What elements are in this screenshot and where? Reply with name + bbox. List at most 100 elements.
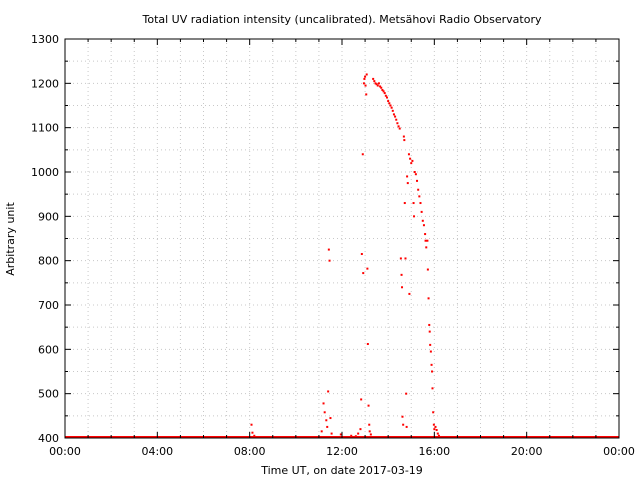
data-point	[402, 135, 405, 138]
data-point	[434, 425, 437, 428]
y-tick-label: 1300	[31, 33, 59, 46]
y-tick-label: 400	[38, 432, 59, 445]
data-point	[377, 82, 380, 85]
data-point	[436, 432, 439, 435]
data-point	[416, 179, 419, 182]
data-point	[365, 93, 368, 96]
y-tick-label: 1000	[31, 166, 59, 179]
data-point	[395, 118, 398, 121]
data-point	[323, 411, 326, 414]
data-point	[375, 83, 378, 86]
data-point	[401, 286, 404, 289]
data-point	[422, 224, 425, 227]
data-point	[372, 77, 375, 80]
data-point	[325, 419, 328, 422]
data-point	[424, 239, 427, 242]
data-point	[429, 343, 432, 346]
data-point	[418, 195, 421, 198]
data-point	[421, 219, 424, 222]
data-point	[391, 109, 394, 112]
data-point	[406, 182, 409, 185]
data-point	[406, 175, 409, 178]
data-point	[425, 246, 428, 249]
data-point	[414, 173, 417, 176]
x-tick-label: 00:00	[603, 445, 635, 458]
data-point	[412, 202, 415, 205]
data-point	[408, 292, 411, 295]
data-point	[403, 202, 406, 205]
axis-ticks	[64, 38, 620, 439]
y-tick-label: 700	[38, 299, 59, 312]
data-point	[407, 153, 410, 156]
y-axis-label: Arbitrary unit	[4, 202, 17, 276]
data-point	[350, 434, 353, 437]
data-point	[402, 423, 405, 426]
grid	[65, 39, 619, 438]
data-point	[379, 85, 382, 88]
data-point	[362, 82, 365, 85]
data-point	[322, 402, 325, 405]
data-point	[431, 387, 434, 390]
data-point	[360, 398, 363, 401]
data-point	[366, 267, 369, 270]
x-tick-label: 12:00	[326, 445, 358, 458]
data-point	[424, 233, 427, 236]
data-point	[374, 82, 377, 85]
data-point	[413, 171, 416, 173]
y-tick-labels: 400 500 600 700 800 900 1000 1100 1200 1300	[31, 33, 59, 445]
data-point	[367, 404, 370, 407]
data-point	[429, 350, 432, 353]
data-point	[360, 253, 363, 256]
data-point	[428, 323, 431, 326]
data-point	[432, 411, 435, 414]
data-point	[376, 84, 379, 87]
data-point	[432, 423, 435, 426]
y-tick-label: 500	[38, 388, 59, 401]
data-point	[435, 429, 438, 432]
data-point	[428, 330, 431, 333]
data-point	[426, 239, 429, 242]
data-point	[383, 92, 386, 95]
data-point	[390, 106, 393, 109]
data-point	[420, 210, 423, 213]
data-point	[387, 100, 390, 103]
data-point	[371, 436, 374, 439]
data-point	[253, 434, 256, 437]
data-point	[369, 433, 372, 436]
data-point	[327, 390, 330, 393]
data-point	[392, 113, 395, 116]
data-point	[328, 259, 331, 262]
data-point	[365, 73, 368, 76]
data-point	[362, 272, 365, 275]
data-point	[357, 432, 360, 435]
y-tick-label: 1200	[31, 77, 59, 90]
data-point	[398, 127, 401, 130]
data-point	[437, 434, 440, 437]
data-point	[427, 297, 430, 300]
data-point	[364, 75, 367, 78]
data-point	[364, 84, 367, 87]
y-tick-label: 1100	[31, 122, 59, 135]
x-tick-labels: 00:00 04:00 08:00 12:00 16:00 20:00 00:00	[49, 445, 635, 458]
data-point	[386, 96, 389, 99]
data-point	[368, 423, 371, 426]
data-point	[419, 202, 422, 205]
data-point	[433, 428, 436, 431]
y-tick-label: 900	[38, 210, 59, 223]
data-point	[366, 343, 369, 346]
data-point	[405, 425, 408, 428]
data-point	[397, 125, 400, 128]
data-point	[373, 80, 376, 83]
data-point	[320, 430, 323, 433]
data-point	[401, 415, 404, 418]
x-axis-label: Time UT, on date 2017-03-19	[260, 464, 423, 477]
data-point	[409, 157, 412, 160]
data-point	[354, 435, 357, 438]
data-point	[330, 432, 333, 435]
data-point	[394, 115, 397, 118]
data-point	[368, 430, 371, 433]
data-point	[327, 248, 330, 251]
y-tick-label: 800	[38, 255, 59, 268]
data-point	[382, 90, 385, 93]
